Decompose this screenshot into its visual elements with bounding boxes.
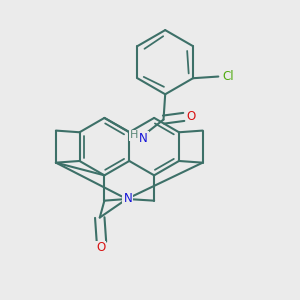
Text: Cl: Cl bbox=[222, 70, 234, 83]
Text: O: O bbox=[187, 110, 196, 123]
Text: N: N bbox=[123, 193, 132, 206]
Text: H: H bbox=[130, 130, 138, 140]
Text: O: O bbox=[96, 242, 105, 254]
Text: N: N bbox=[139, 132, 148, 146]
